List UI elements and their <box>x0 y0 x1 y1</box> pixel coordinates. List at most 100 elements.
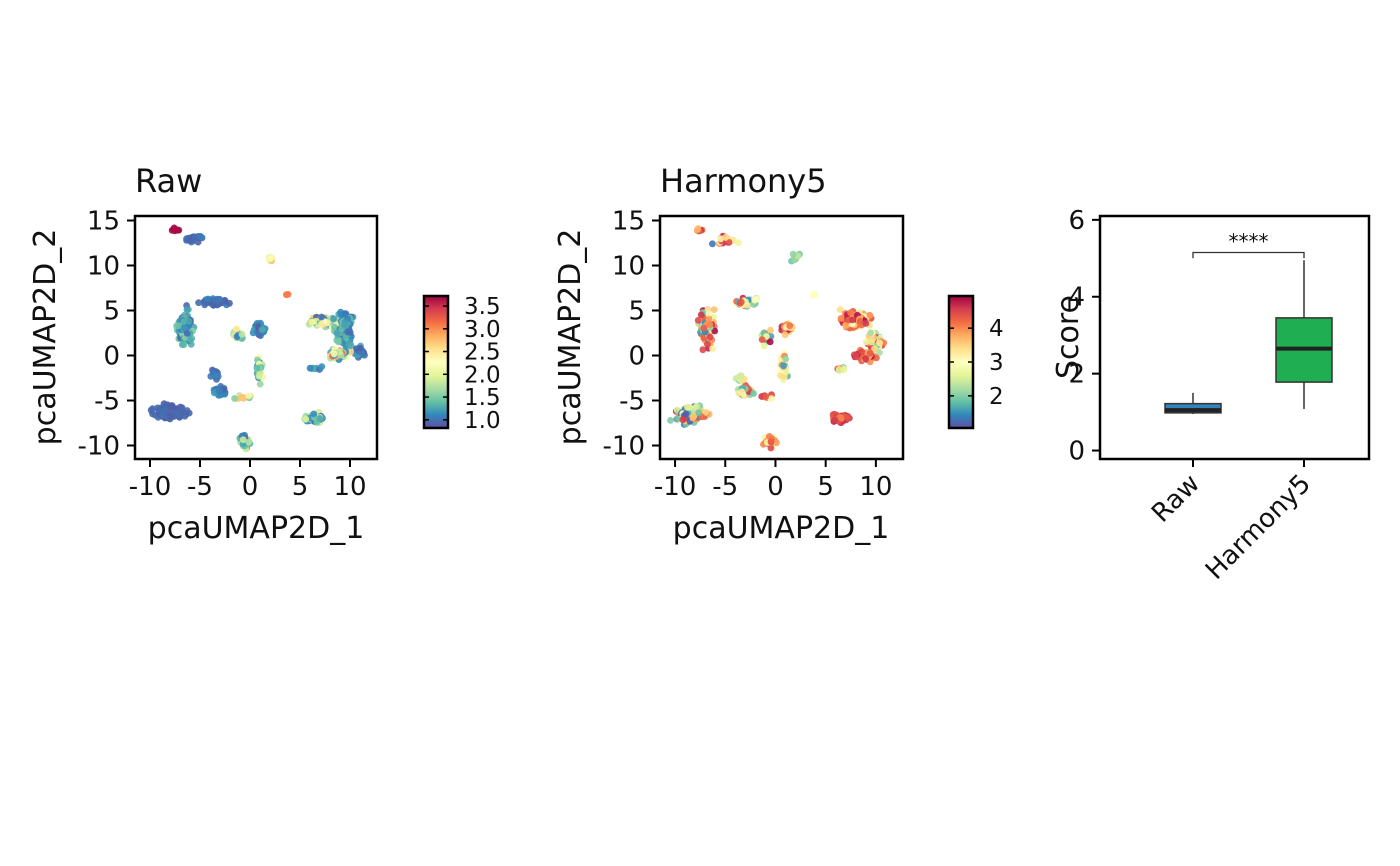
raw-cell-point <box>231 395 239 402</box>
harmony5-cell-point <box>710 306 718 313</box>
raw-cell-point <box>306 364 314 372</box>
harmony5-cell-point <box>706 321 714 328</box>
raw-cell-point <box>191 234 199 242</box>
harmony5-cell-point <box>856 318 864 325</box>
harmony5-cell-point <box>782 355 789 363</box>
harmony5-cell-point <box>767 444 775 452</box>
harmony5-cell-point <box>704 340 711 348</box>
harmony5-colorbar-tick-label: 4 <box>989 316 1004 342</box>
harmony5-cell-point <box>844 414 852 421</box>
harmony5-x-axis-title: pcaUMAP2D_1 <box>673 511 890 546</box>
harmony5-cell-point <box>862 338 870 346</box>
harmony5-cell-point <box>831 416 839 424</box>
raw-umap-panel: Raw -10 -5 0 5 10 15 10 5 0 -5 -10 pcaUMAP2D_1 pca… <box>28 162 501 546</box>
raw-y-axis-title: pcaUMAP2D_2 <box>28 229 63 446</box>
harmony5-cell-point <box>667 417 674 424</box>
score-x-tick-label: Raw <box>1146 469 1206 529</box>
harmony5-cell-point <box>682 410 690 418</box>
harmony5-y-tick-label: 10 <box>612 252 645 282</box>
raw-cell-point <box>226 299 233 307</box>
harmony5-cell-point <box>695 409 703 416</box>
raw-cell-point <box>335 338 342 346</box>
raw-y-tick-label: 5 <box>103 297 120 327</box>
score-y-tick-label: 2 <box>1068 360 1085 390</box>
raw-cell-point <box>204 295 212 303</box>
harmony5-cell-point <box>767 395 775 402</box>
significance-label: **** <box>1229 230 1269 254</box>
harmony5-umap-panel: Harmony5 -10 -5 0 5 10 15 10 5 0 -5 -10 pcaUMAP2D_… <box>553 162 1004 546</box>
raw-cell-point <box>333 329 341 337</box>
harmony5-cell-point <box>725 239 733 246</box>
raw-cell-point <box>318 320 325 328</box>
harmony5-cell-point <box>862 355 870 363</box>
raw-cell-point <box>232 326 240 334</box>
score-boxplot: **** <box>1164 230 1333 415</box>
harmony5-cell-point <box>760 342 768 350</box>
harmony5-cell-point <box>789 250 797 258</box>
score-y-tick-label: 4 <box>1068 283 1085 313</box>
raw-cell-point <box>318 363 326 370</box>
raw-cell-point <box>197 233 204 240</box>
raw-cell-point <box>341 321 348 329</box>
raw-cell-point <box>245 392 253 400</box>
score-x-tick-label: Harmony5 <box>1200 469 1317 586</box>
harmony5-cell-point <box>858 348 865 355</box>
harmony5-x-tick-label: 10 <box>859 472 892 502</box>
raw-cell-point <box>180 318 188 325</box>
raw-x-tick-label: 0 <box>242 472 259 502</box>
raw-cell-point <box>330 315 337 323</box>
harmony5-cell-point <box>876 349 883 356</box>
harmony5-panel-title: Harmony5 <box>660 162 827 200</box>
raw-cell-point <box>240 394 248 402</box>
harmony5-x-tick-label: 5 <box>817 472 834 502</box>
raw-colorbar <box>422 294 450 430</box>
raw-cell-point <box>180 325 188 332</box>
raw-y-tick-label: 15 <box>87 207 120 237</box>
significance-bracket <box>1192 251 1305 259</box>
harmony5-cell-point <box>847 309 854 317</box>
raw-cell-point <box>302 415 310 423</box>
harmony5-y-tick-label: 0 <box>628 342 645 372</box>
raw-cell-point <box>174 226 181 234</box>
harmony5-y-axis-title: pcaUMAP2D_2 <box>553 229 588 446</box>
harmony5-cell-point <box>849 316 856 324</box>
raw-y-tick-label: 0 <box>103 342 120 372</box>
harmony5-cell-point <box>711 327 719 335</box>
raw-cell-point <box>183 306 191 313</box>
raw-cell-point <box>347 348 354 356</box>
raw-cell-point <box>185 317 193 325</box>
raw-panel-title: Raw <box>135 162 202 200</box>
harmony5-cell-point <box>705 311 713 318</box>
harmony5-cell-point <box>679 416 687 424</box>
harmony5-y-tick-label: 5 <box>628 297 645 327</box>
raw-cell-point <box>310 410 318 418</box>
harmony5-cell-point <box>836 306 844 313</box>
raw-cell-point <box>255 372 263 380</box>
raw-scatter-points <box>147 224 368 453</box>
harmony5-cell-point <box>810 290 818 298</box>
harmony5-cell-point <box>709 345 716 353</box>
harmony5-cell-point <box>837 314 845 322</box>
harmony5-cell-point <box>738 388 746 396</box>
harmony5-plot-frame <box>658 214 905 461</box>
score-y-tick-label: 6 <box>1068 206 1085 236</box>
raw-x-tick-label: -5 <box>187 472 213 502</box>
harmony5-colorbar-tick-label: 3 <box>989 350 1004 376</box>
raw-cell-point <box>253 364 261 372</box>
raw-cell-point <box>341 310 349 318</box>
raw-colorbar-tick-label: 3.5 <box>464 294 501 320</box>
raw-colorbar-tick-label: 1.0 <box>464 408 501 434</box>
score-y-axis-title: Score <box>1051 295 1086 379</box>
harmony5-colorbar-ticks: 4 3 2 <box>949 316 1004 410</box>
harmony5-cell-point <box>702 409 710 416</box>
raw-cell-point <box>185 409 193 417</box>
harmony5-cell-point <box>762 393 769 401</box>
harmony5-cell-point <box>706 333 714 341</box>
score-y-tick-label: 0 <box>1068 437 1085 467</box>
raw-cell-point <box>308 318 316 326</box>
raw-cell-point <box>245 438 253 446</box>
harmony5-cell-point <box>840 365 848 373</box>
harmony5-x-tick-label: 0 <box>767 472 784 502</box>
raw-x-tick-label: 5 <box>292 472 309 502</box>
